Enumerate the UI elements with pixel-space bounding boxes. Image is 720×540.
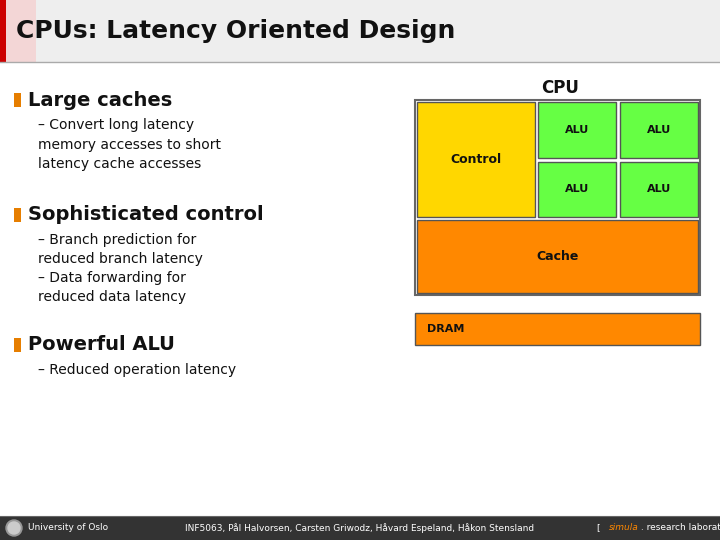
Text: CPUs: Latency Oriented Design: CPUs: Latency Oriented Design (16, 19, 455, 43)
Text: Control: Control (451, 153, 502, 166)
Text: Sophisticated control: Sophisticated control (28, 206, 264, 225)
Text: INF5063, Pål Halvorsen, Carsten Griwodz, Håvard Espeland, Håkon Stensland: INF5063, Pål Halvorsen, Carsten Griwodz,… (186, 523, 534, 533)
Circle shape (6, 520, 22, 536)
Circle shape (8, 522, 20, 534)
Text: – Convert long latency
memory accesses to short
latency cache accesses: – Convert long latency memory accesses t… (38, 118, 221, 171)
Text: Cache: Cache (536, 250, 579, 263)
Text: ALU: ALU (647, 125, 671, 135)
Bar (417, 220, 698, 293)
Text: – Reduced operation latency: – Reduced operation latency (38, 363, 236, 377)
Bar (0, 0, 6, 62)
Text: . research laboratory ]: . research laboratory ] (638, 523, 720, 532)
Bar (538, 102, 616, 158)
Text: – Data forwarding for
reduced data latency: – Data forwarding for reduced data laten… (38, 271, 186, 305)
Text: – Branch prediction for
reduced branch latency: – Branch prediction for reduced branch l… (38, 233, 203, 267)
Text: simula: simula (609, 523, 639, 532)
Bar (417, 102, 535, 217)
Bar (415, 313, 700, 345)
Text: ALU: ALU (565, 125, 589, 135)
Bar (14, 93, 21, 107)
Text: ALU: ALU (647, 184, 671, 194)
Text: DRAM: DRAM (427, 324, 464, 334)
Text: Large caches: Large caches (28, 91, 172, 110)
Bar (6, 0, 36, 62)
Bar (14, 338, 21, 352)
Bar (0, 516, 720, 540)
Bar (415, 100, 700, 295)
Bar (620, 161, 698, 217)
Bar (620, 102, 698, 158)
Bar (14, 208, 21, 222)
Text: [: [ (597, 523, 603, 532)
Text: Powerful ALU: Powerful ALU (28, 335, 175, 354)
Bar (538, 161, 616, 217)
Text: University of Oslo: University of Oslo (28, 523, 108, 532)
Bar (0, 0, 720, 62)
Text: ALU: ALU (565, 184, 589, 194)
Text: CPU: CPU (541, 79, 579, 97)
